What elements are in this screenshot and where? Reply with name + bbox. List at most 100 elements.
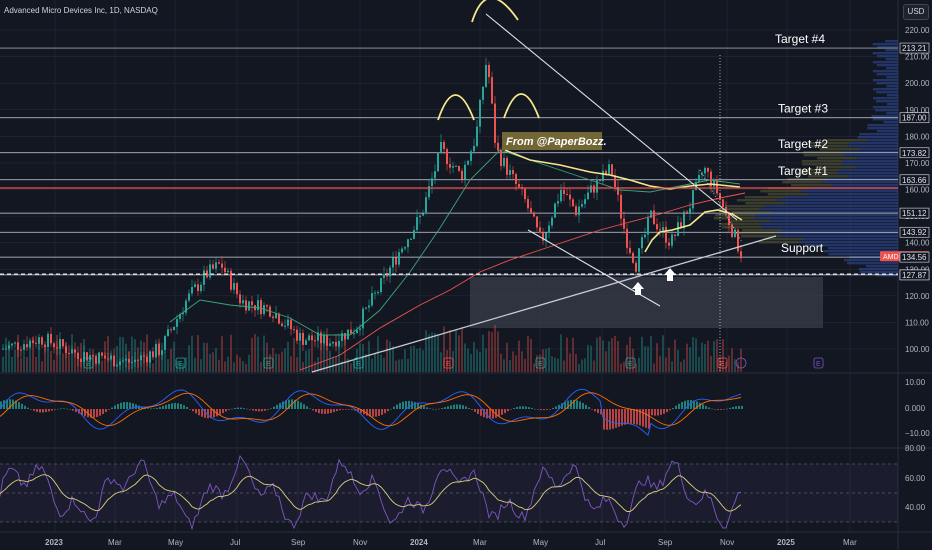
volume-bar (470, 353, 472, 372)
macd-histogram-bar (537, 409, 539, 410)
candle-body (536, 216, 538, 228)
macd-histogram-bar (495, 409, 497, 418)
macd-histogram-bar (621, 409, 623, 426)
macd-histogram (0, 399, 743, 430)
candle-body (341, 333, 343, 341)
candle-body (452, 166, 454, 168)
macd-histogram-bar (84, 409, 86, 417)
volume-bar (509, 359, 511, 372)
volume-bar (152, 363, 154, 372)
currency-button[interactable]: USD (903, 4, 929, 20)
volume-bar (233, 362, 235, 372)
macd-histogram-bar (30, 409, 32, 410)
candle-body (146, 356, 148, 363)
candle-body (611, 164, 613, 176)
volume-bar (566, 337, 568, 372)
volume-bar (632, 348, 634, 372)
descending-trendline (485, 13, 738, 221)
candle-body (500, 150, 502, 167)
volume-bar (101, 360, 103, 372)
macd-histogram-bar (684, 400, 686, 409)
rsi-axis[interactable]: 80.00 60.00 40.00 (905, 444, 926, 512)
price-level-label: 134.56 (902, 253, 927, 262)
volume-bar (614, 335, 616, 372)
macd-histogram-bar (573, 399, 575, 409)
candle-body (458, 165, 460, 171)
time-axis[interactable]: 2023 Mar May Jul Sep Nov 2024 Mar May Jul Sep Nov 20… (45, 538, 857, 547)
macd-histogram-bar (54, 409, 56, 410)
volume-bar (14, 349, 16, 372)
volume-profile-bar (823, 250, 898, 253)
volume-bar (338, 342, 340, 372)
macd-histogram-bar (60, 408, 62, 410)
candle-body (632, 252, 634, 263)
volume-bar (164, 351, 166, 372)
volume-bar (536, 355, 538, 372)
macd-histogram-bar (540, 409, 542, 411)
volume-profile-bar (886, 85, 898, 88)
candle-body (155, 343, 157, 358)
grid (0, 0, 898, 532)
candle-body (233, 283, 235, 290)
volume-bar (167, 359, 169, 372)
volume-bar (308, 349, 310, 372)
candle-body (593, 185, 595, 193)
candle-body (599, 179, 601, 182)
volume-bar (734, 359, 736, 372)
volume-bar (131, 336, 133, 372)
macd-histogram-bar (372, 409, 374, 417)
volume-bar (221, 336, 223, 372)
macd-histogram-bar (489, 409, 491, 419)
candle-body (716, 179, 718, 194)
macd-histogram-bar (567, 400, 569, 409)
candle-body (467, 160, 469, 165)
volume-profile-bar (876, 130, 898, 133)
volume-profile-bar (842, 163, 898, 166)
earnings-icon (535, 357, 546, 369)
candle-body (407, 239, 409, 248)
candle-body (149, 351, 151, 363)
candle-body (455, 165, 457, 167)
macd-histogram-bar (501, 409, 503, 415)
price-level-box (899, 269, 930, 281)
candle-body (491, 77, 493, 104)
price-axis[interactable]: 220.00 210.00 200.00 190.00 180.00 170.00 160.… (880, 26, 930, 354)
macd-histogram-bar (729, 407, 731, 409)
price-level-label: 143.92 (902, 228, 927, 237)
macd-histogram-bar (21, 403, 23, 409)
volume-bar (530, 339, 532, 372)
candle-body (353, 333, 355, 335)
candle-body (464, 164, 466, 180)
price-tick-label: 140.00 (905, 239, 930, 248)
volume-bar (257, 336, 259, 372)
candle-body (227, 270, 229, 273)
candle-body (113, 355, 115, 367)
macd-histogram-bar (696, 401, 698, 409)
volume-profile (714, 40, 898, 277)
candle-body (539, 227, 541, 233)
candle-body (50, 333, 52, 344)
price-level-box (899, 42, 930, 54)
volume-profile-value-area (730, 220, 771, 223)
price-level-box (899, 112, 930, 124)
right-shoulder-arc (503, 93, 540, 119)
candle-body (311, 335, 313, 341)
candle-body (713, 179, 715, 187)
volume-bar (62, 353, 64, 372)
volume-profile-bar (848, 145, 898, 148)
volume-bar (50, 350, 52, 372)
macd-histogram-bar (207, 409, 209, 419)
macd-histogram-bar (261, 409, 263, 412)
macd-axis[interactable]: 10.00 0.000 −10.00 (905, 378, 930, 438)
volume-bar (407, 358, 409, 372)
macd-histogram-bar (693, 400, 695, 409)
volume-bar (350, 363, 352, 372)
volume-profile-bar (883, 121, 898, 124)
macd-histogram-bar (723, 409, 725, 410)
macd-histogram-bar (423, 406, 425, 409)
macd-histogram-bar (129, 402, 131, 409)
macd-histogram-bar (705, 405, 707, 409)
macd-histogram-bar (351, 409, 353, 410)
